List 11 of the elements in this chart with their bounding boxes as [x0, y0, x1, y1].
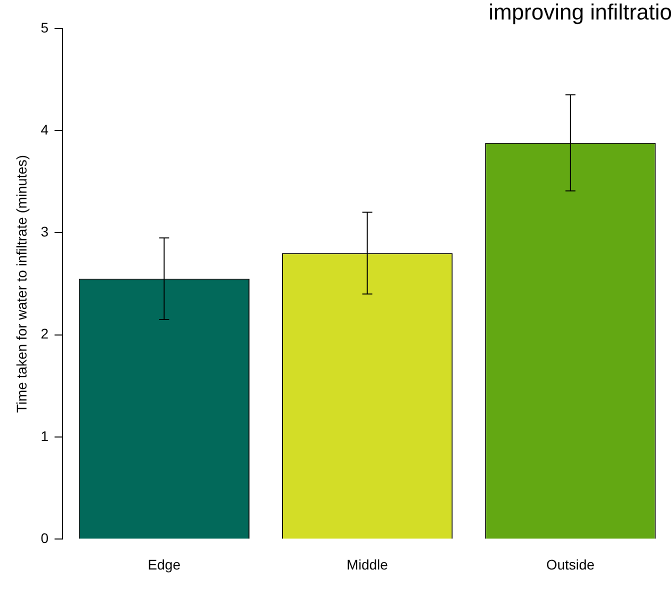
y-tick-label: 1	[40, 428, 49, 444]
y-tick-label: 3	[40, 224, 49, 240]
x-tick-label: Edge	[148, 556, 181, 572]
x-tick-label: Middle	[346, 556, 388, 572]
y-tick-label: 5	[40, 19, 49, 36]
y-tick-label: 0	[40, 530, 49, 546]
y-tick-label: 4	[40, 121, 49, 138]
x-tick-label: Outside	[546, 556, 595, 572]
chart-title: improving infiltratio	[488, 0, 672, 24]
y-tick-label: 2	[40, 326, 49, 342]
y-axis-title: Time taken for water to infiltrate (minutes)	[13, 154, 30, 413]
